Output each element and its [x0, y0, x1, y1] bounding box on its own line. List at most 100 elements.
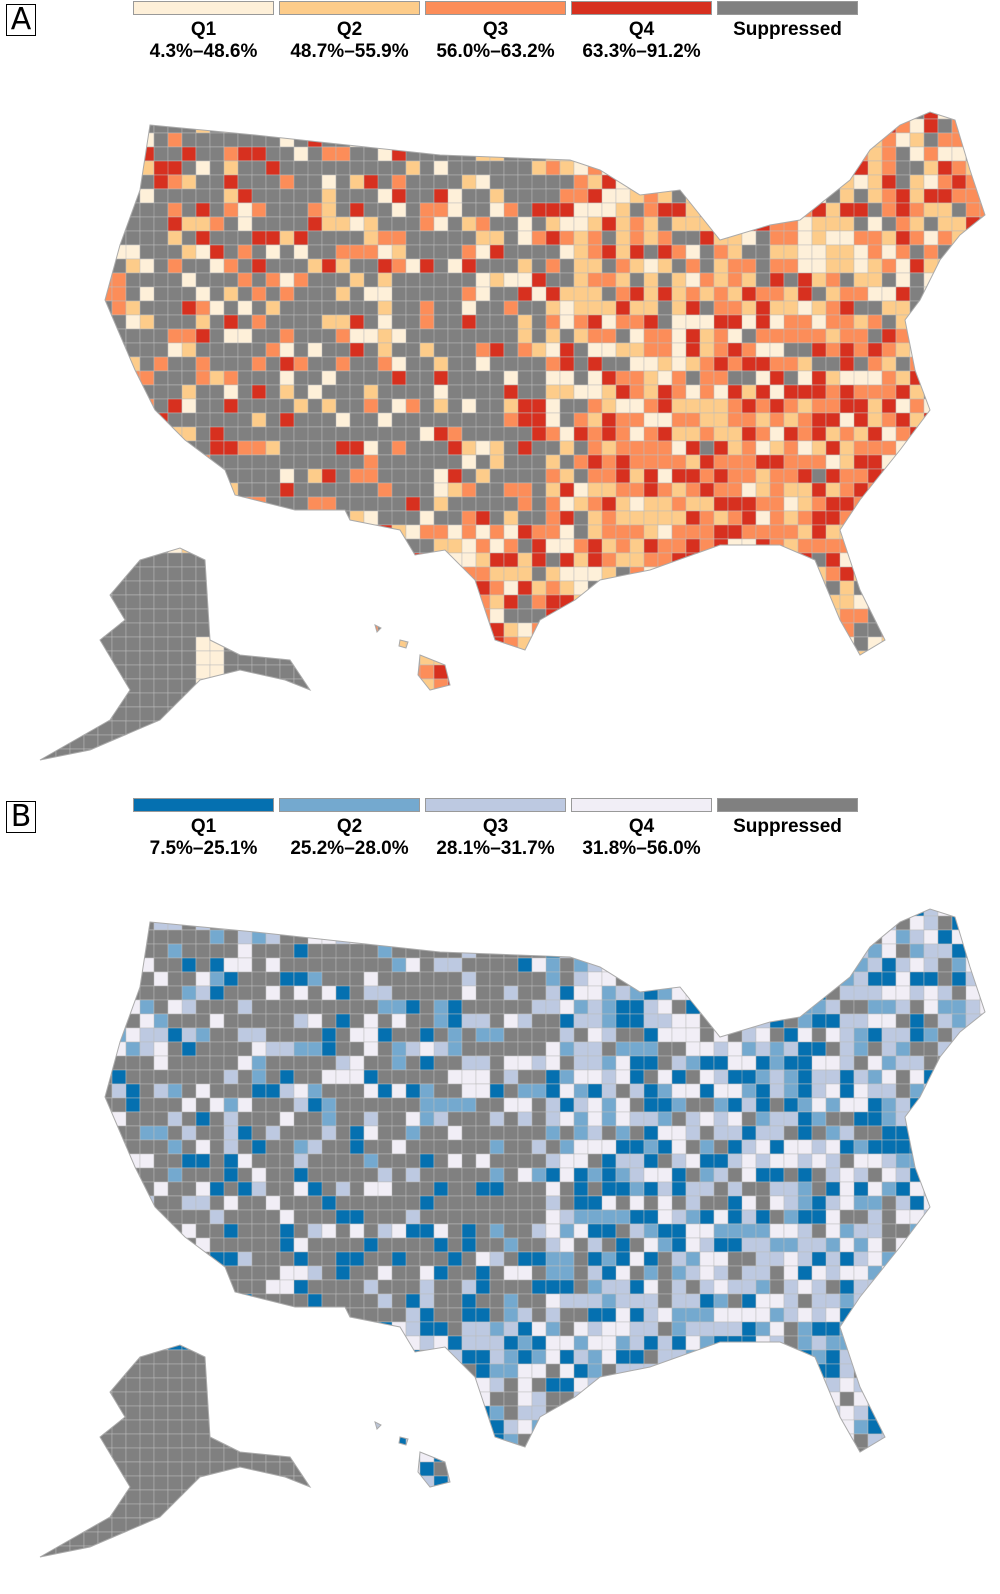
county: [797, 915, 813, 931]
county: [69, 678, 85, 694]
county: [489, 552, 505, 568]
county: [0, 916, 14, 930]
county: [167, 636, 183, 652]
county: [867, 678, 883, 694]
county: [97, 915, 113, 931]
legend-item-suppressed: Suppressed: [717, 1, 858, 63]
county: [769, 398, 785, 414]
county: [475, 734, 491, 750]
county: [41, 258, 57, 274]
county: [419, 971, 435, 987]
county: [55, 957, 85, 973]
county: [83, 454, 113, 470]
county: [433, 412, 449, 428]
county: [125, 720, 141, 736]
county: [41, 622, 57, 638]
county: [391, 398, 407, 414]
county: [40, 650, 43, 666]
county: [825, 132, 841, 148]
county: [475, 258, 491, 274]
county: [0, 511, 14, 525]
county: [335, 594, 351, 610]
county: [713, 552, 729, 568]
county: [223, 230, 239, 246]
county: [349, 174, 365, 190]
county: [209, 496, 239, 512]
county: [643, 230, 659, 246]
county: [69, 999, 85, 1015]
county: [923, 160, 939, 176]
county: [83, 230, 99, 246]
county: [223, 985, 239, 1001]
county: [391, 1139, 407, 1155]
county: [979, 216, 985, 232]
county: [601, 664, 617, 680]
county: [83, 1111, 99, 1127]
county: [153, 636, 169, 652]
county: [405, 971, 421, 987]
county: [601, 524, 617, 540]
county: [40, 608, 43, 624]
county: [895, 748, 911, 760]
county: [40, 1013, 43, 1029]
county: [685, 1181, 701, 1197]
county: [629, 300, 645, 316]
county: [545, 496, 561, 512]
county: [349, 510, 365, 526]
county: [461, 909, 477, 917]
county: [97, 985, 113, 1001]
county: [461, 440, 477, 456]
county: [307, 985, 323, 1001]
county: [489, 370, 505, 386]
county: [629, 594, 645, 610]
county: [41, 356, 57, 372]
county: [784, 763, 812, 777]
county: [951, 692, 967, 708]
county: [811, 1013, 827, 1029]
county: [55, 524, 71, 540]
county: [223, 370, 239, 386]
county: [741, 112, 757, 120]
county: [937, 202, 953, 218]
county: [181, 594, 197, 610]
county: [377, 356, 393, 372]
county: [545, 188, 561, 204]
county: [55, 985, 71, 1001]
county: [419, 244, 435, 260]
county: [265, 720, 281, 736]
county: [195, 1013, 211, 1029]
county: [881, 748, 897, 760]
county: [937, 971, 953, 987]
county: [671, 692, 687, 708]
county: [265, 566, 281, 582]
county: [279, 1027, 295, 1043]
county: [111, 440, 141, 456]
county: [699, 272, 715, 288]
county: [965, 999, 981, 1015]
county: [727, 915, 743, 931]
county: [867, 132, 883, 148]
county: [909, 552, 925, 568]
county: [713, 216, 743, 232]
county: [797, 971, 813, 987]
county: [41, 636, 57, 652]
county: [363, 720, 379, 736]
county: [41, 720, 57, 736]
county: [643, 272, 659, 288]
county: [895, 706, 911, 722]
county: [55, 1139, 85, 1155]
county: [195, 328, 211, 344]
county: [265, 538, 281, 554]
county: [0, 357, 14, 371]
county: [951, 482, 967, 498]
county: [209, 314, 225, 330]
county: [489, 594, 505, 610]
county: [769, 328, 785, 344]
county: [475, 286, 491, 302]
county: [965, 608, 981, 624]
county: [923, 482, 939, 498]
county: [811, 594, 827, 610]
county: [0, 986, 14, 1000]
county: [279, 720, 295, 736]
state-outline: [374, 624, 382, 633]
